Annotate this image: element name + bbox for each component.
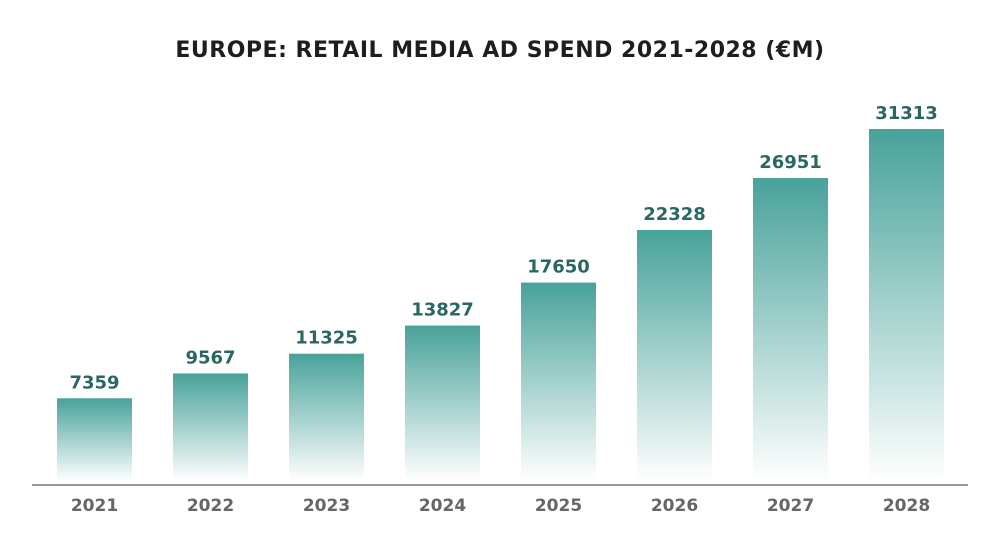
value-label: 26951: [759, 152, 822, 173]
x-tick-label: 2027: [767, 496, 814, 516]
x-tick-label: 2023: [303, 496, 350, 516]
value-label: 22328: [643, 204, 706, 225]
value-label: 31313: [875, 103, 938, 124]
x-tick-label: 2021: [71, 496, 118, 516]
value-label: 17650: [527, 257, 590, 278]
bar-2025: [521, 282, 596, 481]
chart-title: EUROPE: RETAIL MEDIA AD SPEND 2021-2028 …: [175, 38, 825, 63]
x-tick-label: 2024: [419, 496, 466, 516]
x-tick-label: 2028: [883, 496, 930, 516]
bar-2023: [289, 353, 364, 481]
x-tick-label: 2022: [187, 496, 234, 516]
bar-2021: [57, 398, 132, 481]
bar-2024: [405, 325, 480, 481]
value-label: 7359: [69, 372, 119, 393]
value-label: 9567: [185, 347, 235, 368]
value-label: 13827: [411, 300, 474, 321]
x-tick-label: 2026: [651, 496, 698, 516]
bar-2026: [637, 230, 712, 481]
bar-2022: [173, 373, 248, 481]
value-label: 11325: [295, 328, 358, 349]
bar-2027: [753, 178, 828, 481]
bar-2028: [869, 129, 944, 481]
x-tick-label: 2025: [535, 496, 582, 516]
